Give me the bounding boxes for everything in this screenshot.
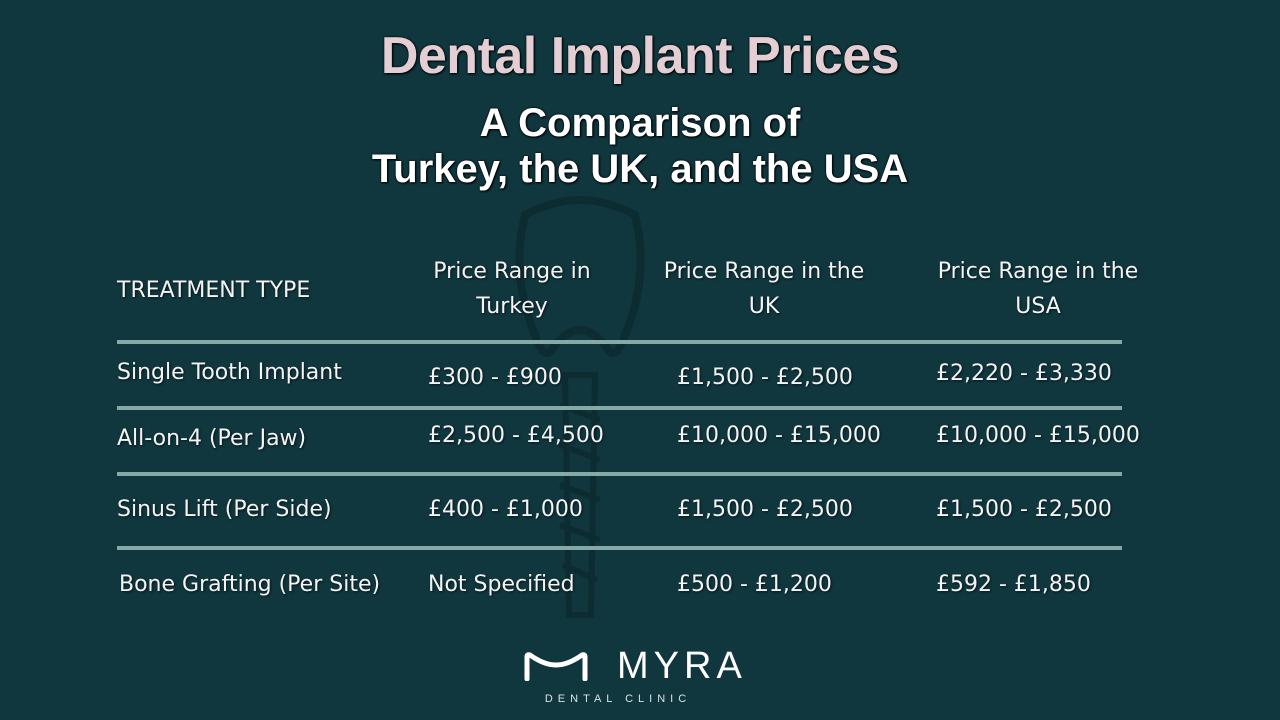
myra-logo: MYRA DENTAL CLINIC — [522, 645, 762, 715]
usa-price-cell: £1,500 - £2,500 — [936, 497, 1112, 522]
page-title: Dental Implant Prices — [380, 27, 900, 85]
turkey-price-cell: £400 - £1,000 — [428, 497, 583, 522]
logo-tagline: DENTAL CLINIC — [544, 693, 692, 705]
treatment-cell: All-on-4 (Per Jaw) — [117, 426, 307, 451]
turkey-price-cell: £300 - £900 — [428, 365, 562, 390]
column-header-uk-line2: UK — [748, 294, 780, 319]
column-header-treatment: TREATMENT TYPE — [117, 278, 311, 303]
myra-m-logo-icon — [524, 652, 588, 681]
column-header-turkey: Price Range in Turkey — [402, 254, 622, 324]
table-divider — [117, 340, 1122, 344]
usa-price-cell: £592 - £1,850 — [936, 572, 1091, 597]
logo-name: MYRA — [617, 645, 747, 687]
column-header-usa: Price Range in the USA — [918, 254, 1158, 324]
uk-price-cell: £500 - £1,200 — [677, 572, 832, 597]
treatment-cell: Single Tooth Implant — [117, 360, 342, 385]
uk-price-cell: £1,500 - £2,500 — [677, 365, 853, 390]
uk-price-cell: £1,500 - £2,500 — [677, 497, 853, 522]
table-divider — [117, 472, 1122, 476]
turkey-price-cell: Not Specified — [428, 572, 575, 597]
usa-price-cell: £2,220 - £3,330 — [936, 361, 1112, 386]
subtitle-line-1: A Comparison of — [479, 101, 801, 145]
table-divider — [117, 406, 1122, 410]
table-divider — [117, 546, 1122, 550]
treatment-cell: Bone Grafting (Per Site) — [119, 572, 381, 597]
uk-price-cell: £10,000 - £15,000 — [677, 423, 881, 448]
subtitle-line-2: Turkey, the UK, and the USA — [371, 147, 909, 191]
column-header-turkey-line2: Turkey — [476, 294, 548, 319]
column-header-uk: Price Range in the UK — [644, 254, 884, 324]
turkey-price-cell: £2,500 - £4,500 — [428, 423, 604, 448]
page-subtitle: A Comparison of Turkey, the UK, and the … — [0, 100, 1280, 192]
column-header-usa-line2: USA — [1015, 294, 1061, 319]
treatment-cell: Sinus Lift (Per Side) — [117, 497, 332, 522]
column-header-uk-line1: Price Range in the — [663, 259, 865, 284]
column-header-usa-line1: Price Range in the — [937, 259, 1139, 284]
column-header-turkey-line1: Price Range in — [433, 259, 591, 284]
usa-price-cell: £10,000 - £15,000 — [936, 423, 1140, 448]
